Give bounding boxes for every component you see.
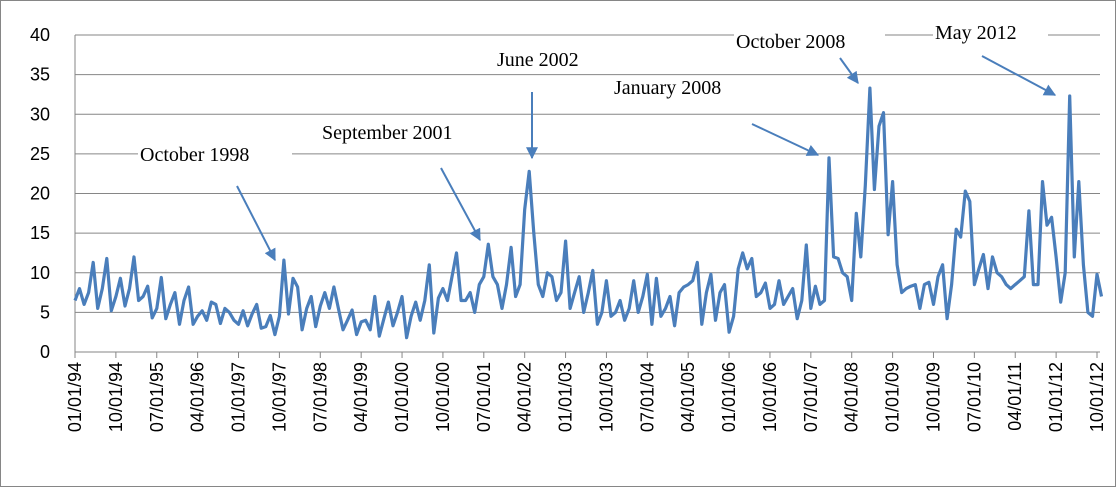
- annotation: October 2008: [736, 31, 845, 53]
- annotation-bg: [612, 76, 790, 100]
- y-tick-label: 40: [30, 25, 50, 45]
- x-tick-label: 10/01/03: [596, 362, 616, 432]
- x-tick-label: 07/01/04: [637, 362, 657, 432]
- x-tick-label: 01/01/03: [556, 362, 576, 432]
- x-tick-label: 10/01/94: [106, 362, 126, 432]
- annotation: January 2008: [614, 77, 721, 99]
- x-tick-label: 01/01/06: [719, 362, 739, 432]
- x-tick-label: 07/01/10: [964, 362, 984, 432]
- annotation-bg: [933, 21, 1048, 45]
- annotation-bg: [734, 30, 885, 54]
- x-tick-label: 04/01/11: [1005, 362, 1025, 431]
- y-tick-label: 10: [30, 263, 50, 283]
- x-tick-label: 01/01/94: [65, 362, 85, 432]
- data-line: [73, 86, 1104, 340]
- x-tick-label: 07/01/98: [310, 362, 330, 432]
- x-tick-label: 01/01/09: [883, 362, 903, 432]
- annotation-arrow: [839, 57, 859, 84]
- annotation-bg: [320, 121, 508, 145]
- x-tick-label: 04/01/05: [678, 362, 698, 432]
- x-tick-label: 07/01/01: [474, 362, 494, 432]
- x-tick-label: 10/01/00: [433, 362, 453, 432]
- annotation: September 2001: [322, 122, 453, 144]
- annotation-arrow: [440, 167, 481, 242]
- y-tick-label: 0: [40, 342, 50, 362]
- y-tick-label: 20: [30, 184, 50, 204]
- y-tick-label: 5: [40, 302, 50, 322]
- y-tick-label: 35: [30, 65, 50, 85]
- x-tick-label: 01/01/00: [392, 362, 412, 432]
- annotation-arrow: [236, 185, 276, 262]
- x-tick-label: 04/01/08: [842, 362, 862, 432]
- annotation-arrow: [981, 55, 1057, 96]
- annotation: June 2002: [497, 49, 579, 71]
- x-tick-label: 10/01/12: [1087, 362, 1107, 432]
- x-tick-label: 07/01/07: [801, 362, 821, 432]
- annotation: May 2012: [935, 22, 1017, 44]
- x-tick-label: 01/01/97: [229, 362, 249, 432]
- annotation-bg: [138, 143, 292, 167]
- x-tick-label: 04/01/02: [515, 362, 535, 432]
- annotation-bg: [495, 48, 609, 72]
- x-tick-label: 10/01/09: [923, 362, 943, 432]
- annotation-arrow: [751, 123, 820, 156]
- x-tick-label: 04/01/99: [351, 362, 371, 432]
- x-tick-label: 04/01/96: [188, 362, 208, 432]
- y-tick-label: 25: [30, 144, 50, 164]
- x-tick-label: 01/01/12: [1046, 362, 1066, 432]
- annotation: October 1998: [140, 144, 249, 166]
- x-tick-label: 10/01/97: [269, 362, 289, 432]
- y-tick-label: 30: [30, 104, 50, 124]
- x-tick-label: 07/01/95: [147, 362, 167, 432]
- x-tick-label: 10/01/06: [760, 362, 780, 432]
- y-tick-label: 15: [30, 223, 50, 243]
